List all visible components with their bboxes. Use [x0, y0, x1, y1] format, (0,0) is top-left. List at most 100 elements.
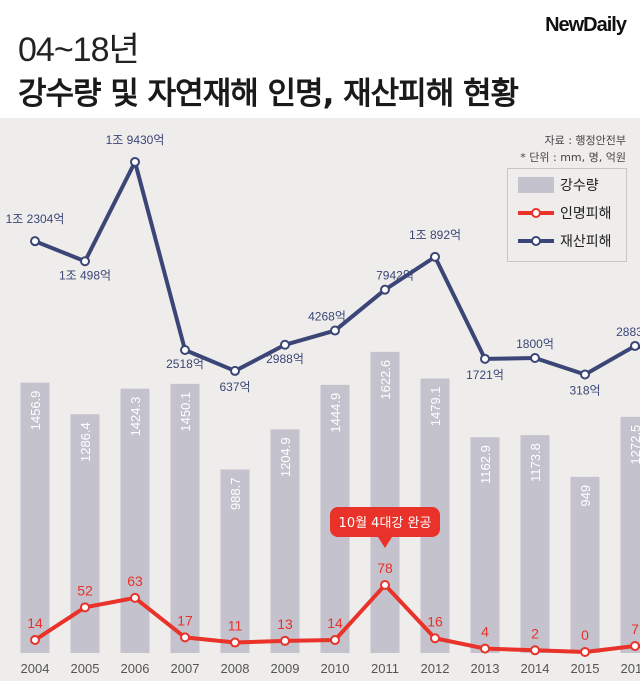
property-label: 2518억: [166, 357, 204, 371]
property-point: [180, 344, 190, 355]
property-point: [430, 251, 440, 262]
casualty-point: [480, 643, 490, 654]
legend-label: 재산피해: [560, 234, 612, 250]
x-tick-label: 2005: [71, 661, 100, 676]
rain-bar: [370, 351, 400, 653]
property-point: [480, 353, 490, 364]
property-label: 1721억: [466, 368, 504, 382]
x-tick-label: 2013: [471, 661, 500, 676]
casualty-point: [430, 633, 440, 644]
rain-bar-label: 1424.3: [128, 397, 143, 437]
casualty-label: 16: [427, 613, 443, 629]
rain-bar-label: 1173.8: [528, 443, 543, 482]
rain-bar-label: 1162.9: [478, 445, 493, 484]
x-tick-label: 2010: [321, 661, 350, 676]
property-label: 7942억: [376, 269, 414, 283]
rain-bar-label: 1286.4: [78, 422, 93, 462]
property-point: [130, 156, 140, 167]
rain-bar: [20, 382, 50, 653]
casualty-label: 52: [77, 582, 93, 598]
x-tick-label: 2007: [171, 661, 200, 676]
casualty-point: [630, 640, 640, 651]
property-point: [230, 365, 240, 376]
property-point: [30, 236, 40, 247]
casualty-label: 4: [481, 624, 489, 640]
property-point: [330, 325, 340, 336]
legend: 강수량 인명피해 재산피해: [507, 168, 627, 262]
property-point: [380, 284, 390, 295]
property-label: 1조 9430억: [106, 133, 165, 147]
x-tick-label: 2006: [121, 661, 150, 676]
casualty-point: [180, 632, 190, 643]
property-label: 1800억: [516, 337, 554, 351]
x-tick-label: 2008: [221, 661, 250, 676]
casualty-label: 17: [177, 612, 193, 628]
rain-bar: [520, 435, 550, 653]
x-tick-label: 2016: [621, 661, 640, 676]
rain-bar-label: 1444.9: [328, 393, 343, 433]
property-point: [280, 339, 290, 350]
rain-bar: [270, 429, 300, 653]
source-note: 자료 : 행정안전부 * 단위 : mm, 명, 억원: [520, 132, 626, 166]
rain-bar: [220, 469, 250, 653]
property-label: 1조 2304억: [6, 212, 65, 226]
rain-bar-label: 988.7: [228, 477, 243, 510]
casualty-label: 14: [27, 615, 43, 631]
legend-label: 강수량: [560, 178, 599, 194]
casualty-point: [130, 592, 140, 603]
annotation-label: 10월 4대강 완공: [339, 516, 432, 531]
source-text: 자료 : 행정안전부: [544, 134, 626, 147]
property-label: 2883억: [616, 325, 640, 339]
property-point: [630, 340, 640, 351]
legend-line-marker-icon: [518, 236, 554, 246]
legend-item-rain: 강수량: [518, 175, 599, 195]
page-title: 강수량 및 자연재해 인명, 재산피해 현황: [18, 76, 519, 112]
casualty-point: [280, 635, 290, 646]
legend-line-marker-icon: [518, 208, 554, 218]
casualty-label: 7: [631, 621, 639, 637]
annotation-pointer: [378, 537, 392, 548]
casualty-label: 78: [377, 560, 393, 576]
subtitle: 04~18년: [18, 31, 140, 69]
property-point: [580, 369, 590, 380]
legend-bar-swatch-icon: [518, 177, 554, 193]
casualty-point: [80, 602, 90, 613]
x-tick-label: 2012: [421, 661, 450, 676]
casualty-point: [230, 637, 240, 648]
casualty-point: [30, 634, 40, 645]
legend-label: 인명피해: [560, 206, 612, 222]
unit-text: * 단위 : mm, 명, 억원: [520, 151, 626, 164]
rain-bar-label: 1479.1: [428, 386, 443, 426]
x-tick-label: 2014: [521, 661, 550, 676]
rain-bar-label: 949: [578, 485, 593, 507]
rain-bar-label: 1272.5: [628, 425, 640, 465]
casualty-label: 63: [127, 573, 143, 589]
rain-bar: [570, 476, 600, 653]
legend-item-casualty: 인명피해: [518, 203, 612, 223]
casualty-label: 14: [327, 615, 343, 631]
property-label: 318억: [569, 383, 600, 397]
casualty-point: [530, 645, 540, 656]
x-tick-label: 2011: [371, 661, 399, 676]
x-tick-label: 2004: [21, 661, 50, 676]
annotation-bubble: [330, 507, 440, 537]
rain-bar-label: 1450.1: [178, 392, 193, 432]
newdaily-logo: NewDaily: [545, 14, 627, 36]
casualty-point: [380, 579, 390, 590]
property-label: 2988억: [266, 352, 304, 366]
property-point: [80, 256, 90, 267]
rain-bar-label: 1456.9: [28, 391, 43, 431]
legend-item-property: 재산피해: [518, 231, 612, 251]
rain-bar-label: 1204.9: [278, 437, 293, 477]
rain-bar: [620, 416, 640, 653]
property-label: 4268억: [308, 310, 346, 324]
casualty-label: 13: [277, 616, 293, 632]
casualty-label: 0: [581, 627, 589, 643]
x-tick-label: 2009: [271, 661, 300, 676]
rain-bar: [470, 437, 500, 653]
casualty-label: 11: [228, 618, 243, 634]
x-tick-label: 2015: [571, 661, 600, 676]
casualty-point: [580, 647, 590, 657]
